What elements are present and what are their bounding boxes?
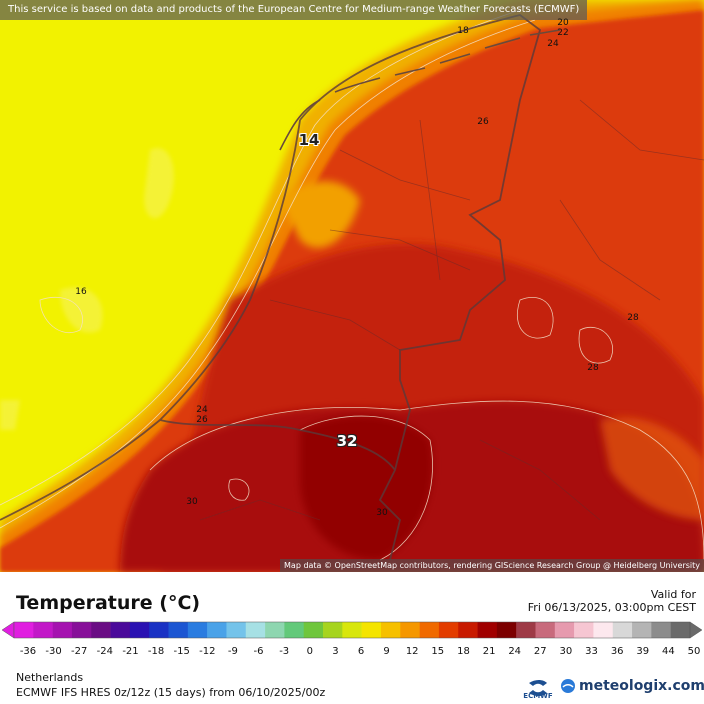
contour-label: 22 [557,28,569,38]
colorbar-swatch [265,622,285,638]
temperature-colorbar [1,621,703,639]
contour-label: 24 [196,405,208,415]
region-name: Netherlands [16,671,84,684]
colorbar-swatch [207,622,227,638]
colorbar-swatch [670,622,691,638]
valid-for-label: Valid for [650,588,696,601]
contour-label: 24 [547,39,559,49]
ecmwf-logo-icon [529,680,547,696]
contour-label-maximum: 32 [336,432,358,450]
ecmwf-logo-text: ECMWF [523,692,553,700]
meteologix-logo[interactable]: meteologix.com [560,677,704,695]
contour-label: 26 [196,415,208,425]
colorbar-swatch [168,622,189,638]
colorbar-swatch [33,622,53,638]
colorbar-swatch [129,622,150,638]
colorbar-tick-label: -21 [122,646,139,657]
meteologix-text: meteologix.com [579,678,704,694]
ecmwf-disclaimer: This service is based on data and produc… [0,0,588,20]
colorbar-swatch [187,622,208,638]
colorbar-swatch [419,622,440,638]
colorbar-swatch [361,622,382,638]
colorbar-outline [13,621,691,639]
contour-label: 28 [587,363,599,373]
colorbar-tick-label: 9 [383,646,390,657]
colorbar-swatch [496,622,517,638]
map-canvas [0,0,704,572]
colorbar-swatch [323,622,343,638]
contour-label: 26 [477,117,489,127]
colorbar-tick-label: 36 [610,646,624,657]
colorbar-swatch [110,622,131,638]
colorbar-tick-label: 6 [357,646,365,657]
colorbar-tick-label: -36 [19,646,37,657]
colorbar-swatch [52,622,73,638]
colorbar-swatch [458,622,478,638]
colorbar-swatch [516,622,536,638]
colorbar-swatch [149,622,169,638]
colorbar-arrow-left [1,621,15,639]
colorbar-swatch [632,622,652,638]
colorbar-swatch [593,622,614,638]
colorbar-tick-label: -3 [279,646,290,657]
colorbar-swatch [535,622,556,638]
colorbar-swatch [438,622,459,638]
colorbar-swatch [71,622,92,638]
colorbar-tick-label: -9 [227,646,238,657]
colorbar-tick-label: 33 [585,646,598,657]
colorbar-tick-label: -30 [45,646,62,657]
contour-label: 20 [557,18,569,28]
frisian-islands [279,29,561,151]
colorbar-tick-label: 0 [306,646,313,657]
colorbar-swatch [554,622,575,638]
model-info: ECMWF IFS HRES 0z/12z (15 days) from 06/… [16,686,326,699]
meteologix-globe-icon [561,679,575,693]
colorbar-tick-label: 27 [533,646,547,657]
colorbar-swatch [651,622,671,638]
colorbar-tick-label: 21 [482,646,496,657]
colorbar-swatch [245,622,266,638]
valid-datetime: Fri 06/13/2025, 03:00pm CEST [527,601,696,614]
colorbar-tick-label: 30 [559,646,573,657]
colorbar-tick-label: -12 [199,646,216,657]
colorbar-tick-label: 18 [457,646,470,657]
legend-title: Temperature (°C) [16,592,201,614]
colorbar-swatch [91,622,111,638]
colorbar-swatch [477,622,498,638]
sea-pale-patches [0,148,174,430]
colorbar-swatch [400,622,420,638]
colorbar-tick-label: -15 [173,646,190,657]
colorbar-swatch [612,622,633,638]
province-borders [199,99,704,521]
contour-label: 30 [376,508,388,518]
warm-east-patch [600,417,704,520]
colorbar-swatch [342,622,362,638]
colorbar-tick-label: -6 [253,646,264,657]
contour-label-minimum: 14 [298,131,320,149]
contour-label: 30 [186,497,198,507]
colorbar-swatch [284,622,305,638]
contour-label: 16 [75,287,87,297]
colorbar-tick-label: -27 [71,646,88,657]
contour-label: 18 [457,26,469,36]
colorbar-tick-label: -18 [147,646,165,657]
colorbar-arrow-right [689,621,703,639]
colorbar-tick-label: -24 [96,646,113,657]
colorbar-tick-label: 44 [662,646,675,657]
colorbar-tick-label: 50 [687,646,701,657]
map-attribution: Map data © OpenStreetMap contributors, r… [280,559,704,572]
contour-label: 28 [627,313,639,323]
colorbar-tick-label: 15 [431,646,445,657]
colorbar-swatch [303,622,324,638]
colorbar-swatch [380,622,401,638]
temperature-map[interactable]: This service is based on data and produc… [0,0,704,572]
colorbar-tick-label: 12 [405,646,419,657]
colorbar-tick-label: 3 [332,646,339,657]
colorbar-tick-label: 24 [508,646,522,657]
colorbar-swatch [14,622,34,638]
colorbar-tick-label: 39 [636,646,650,657]
colorbar-swatch [226,622,247,638]
colorbar-swatch [574,622,594,638]
